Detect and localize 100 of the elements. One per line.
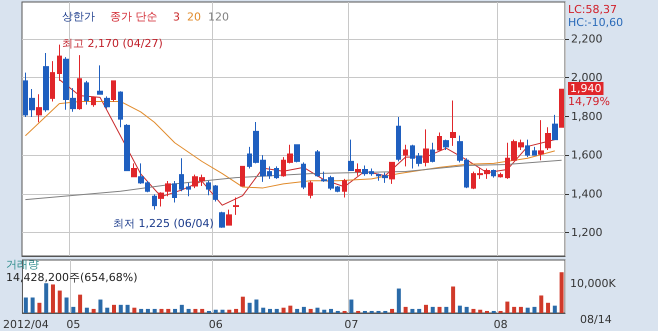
annotation: 상한가	[62, 10, 95, 23]
line-series	[24, 100, 556, 188]
bar	[532, 306, 536, 313]
candlestick	[430, 142, 435, 163]
candlestick	[124, 124, 130, 172]
bar	[173, 308, 178, 313]
bar	[186, 308, 191, 313]
bar	[71, 306, 76, 313]
candlestick	[552, 114, 558, 140]
y-tick-label: 1,600	[571, 148, 602, 162]
bar	[98, 300, 102, 313]
candlestick	[158, 192, 164, 208]
bar	[50, 284, 55, 313]
candlestick	[294, 144, 300, 163]
bar	[132, 308, 136, 313]
candlestick	[315, 149, 320, 178]
bar	[526, 308, 530, 313]
candlestick	[240, 166, 245, 187]
text: 3	[173, 10, 180, 24]
bar	[261, 308, 266, 313]
x-tick-label: 07	[344, 318, 358, 331]
bar	[118, 304, 123, 313]
candlestick	[437, 132, 442, 150]
bar	[126, 304, 130, 313]
bar	[302, 306, 306, 313]
bar	[404, 306, 408, 313]
bar	[438, 306, 442, 313]
bar	[193, 308, 198, 313]
y-tick-label: 2,000	[571, 71, 602, 84]
candlestick	[301, 162, 306, 190]
bar	[84, 308, 89, 313]
candlestick	[84, 80, 89, 106]
candlestick	[118, 90, 123, 128]
candlestick	[226, 209, 232, 226]
bar	[308, 308, 313, 313]
candlestick	[491, 169, 496, 178]
bar	[166, 308, 170, 313]
text: 10,000K	[570, 277, 616, 290]
bar	[315, 308, 320, 313]
x-tick-label: 06	[208, 318, 223, 331]
candlestick	[450, 100, 456, 146]
text: 1,940	[570, 82, 602, 95]
candlestick	[131, 162, 137, 178]
candlestick	[111, 80, 116, 102]
bar	[410, 308, 414, 313]
bar	[37, 302, 42, 313]
y-tick-label: 2,200	[571, 32, 602, 46]
bar	[512, 306, 516, 313]
bar	[30, 298, 35, 313]
line-series	[58, 79, 556, 206]
bar	[329, 308, 334, 313]
candlestick	[559, 88, 564, 128]
x-tick-label: 2012/04	[2, 318, 49, 331]
y-tick-label: 1,200	[571, 226, 602, 240]
bar	[396, 288, 401, 313]
bar	[546, 302, 550, 313]
bar	[44, 283, 48, 313]
bar	[458, 306, 462, 313]
line-series	[24, 160, 562, 200]
bar	[24, 298, 28, 313]
x-tick-label: 08	[494, 318, 508, 331]
candlestick	[389, 162, 395, 184]
bar	[430, 306, 435, 313]
y-tick-label: 1,800	[571, 110, 602, 123]
candlestick	[233, 196, 239, 216]
text: 120	[208, 10, 229, 24]
candlestick	[525, 139, 530, 158]
bar	[282, 308, 286, 313]
candlestick	[532, 146, 537, 156]
candlestick	[206, 180, 211, 196]
bar	[227, 310, 232, 313]
candlestick	[355, 162, 361, 176]
bar	[214, 310, 218, 313]
candlestick	[186, 182, 191, 197]
candlestick	[57, 44, 62, 82]
candlestick	[36, 94, 42, 123]
bar	[274, 308, 279, 313]
bar	[539, 295, 544, 313]
bar	[560, 272, 564, 313]
bar	[295, 308, 300, 313]
candlestick	[443, 139, 449, 150]
bar	[518, 306, 523, 313]
candlestick	[172, 180, 177, 203]
candlestick	[498, 172, 503, 178]
bar	[200, 308, 204, 313]
candlestick	[152, 194, 157, 210]
candlestick	[348, 139, 354, 171]
bar	[254, 300, 258, 313]
annotation: 최고 2,170 (04/27)	[62, 37, 163, 50]
candlestick	[308, 180, 313, 199]
text: 14,79%	[568, 95, 610, 108]
bar	[424, 304, 428, 313]
bar	[105, 308, 110, 313]
bar	[234, 308, 238, 313]
text: LC:58,37	[568, 3, 618, 16]
candlestick	[165, 180, 171, 197]
annotation: 최저 1,225 (06/04)	[113, 217, 214, 230]
bar	[146, 308, 150, 313]
bar	[240, 296, 245, 313]
candlestick	[179, 158, 184, 192]
